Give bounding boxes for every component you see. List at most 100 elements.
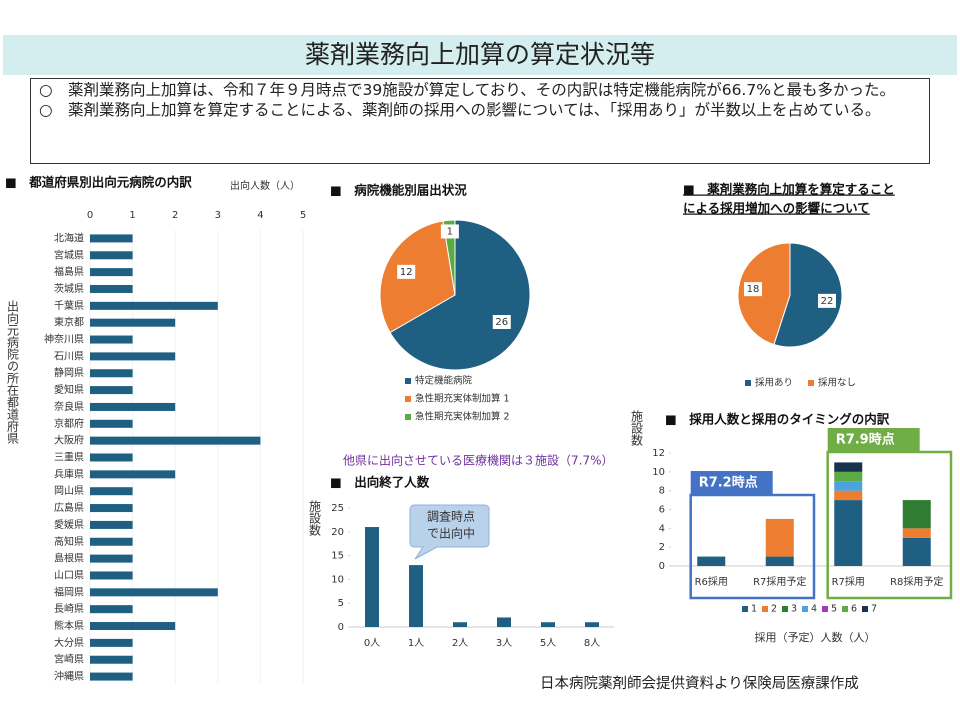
- y-tick-label: 12: [652, 448, 665, 459]
- y-tick-label: 長崎県: [54, 602, 84, 615]
- legend-swatch: [842, 606, 848, 612]
- bar-segment: [902, 500, 931, 529]
- y-tick-label: 茨城県: [54, 283, 84, 295]
- x-axis-label: 採用（予定）人数（人）: [755, 630, 876, 644]
- callout-text: で出向中: [427, 526, 475, 541]
- bar: [90, 487, 133, 496]
- bar: [90, 605, 133, 614]
- bar-segment: [834, 481, 863, 491]
- bar: [365, 527, 379, 627]
- y-axis-label: 施設数: [630, 410, 644, 447]
- bar: [90, 335, 133, 344]
- bar-segment: [697, 556, 726, 566]
- y-tick-label: 6: [659, 505, 665, 516]
- y-tick-label: 宮城県: [54, 248, 84, 261]
- legend-label: 7: [871, 604, 877, 615]
- bar: [90, 504, 133, 513]
- x-tick-label: 5: [300, 210, 306, 221]
- y-tick-label: 4: [659, 523, 665, 534]
- y-axis-label: 施設数: [308, 500, 322, 537]
- legend-label: 急性期充実体制加算 1: [415, 393, 510, 405]
- x-tick-label: 2: [172, 210, 178, 221]
- x-tick-label: R7採用予定: [753, 575, 806, 588]
- legend-swatch: [782, 606, 788, 612]
- label-bg: [397, 264, 416, 279]
- bar: [90, 234, 133, 243]
- legend-swatch: [862, 606, 868, 612]
- x-axis-label: 出向人数（人）: [230, 179, 300, 192]
- bar: [90, 470, 176, 479]
- y-tick-label: 東京都: [54, 316, 84, 329]
- bar-segment: [834, 462, 863, 472]
- y-tick-label: 奈良県: [54, 400, 84, 413]
- y-tick-label: 熊本県: [54, 619, 84, 632]
- legend-swatch: [762, 606, 768, 612]
- y-tick-label: 福島県: [54, 265, 84, 278]
- bar: [409, 565, 423, 627]
- y-tick-label: 大分県: [54, 636, 84, 649]
- x-tick-label: 0人: [364, 638, 380, 649]
- y-tick-label: 石川県: [54, 350, 84, 362]
- bar-segment: [834, 500, 863, 566]
- legend-label: 4: [811, 604, 817, 615]
- bar: [541, 622, 555, 627]
- data-label: 12: [400, 267, 413, 278]
- y-tick-label: 福岡県: [54, 585, 84, 598]
- y-tick-label: 25: [331, 503, 344, 514]
- bar: [90, 638, 133, 647]
- data-label: 1: [447, 226, 453, 237]
- y-tick-label: 15: [331, 551, 344, 562]
- group-label: R7.9時点: [836, 432, 895, 448]
- pie-slice: [389, 219, 531, 371]
- pie-slice: [773, 242, 843, 348]
- bar-segment: [834, 471, 863, 482]
- y-tick-label: 10: [331, 574, 344, 585]
- data-label: 22: [821, 296, 834, 307]
- legend-label: 採用なし: [818, 377, 856, 389]
- legend-label: 急性期充実体制加算 2: [415, 411, 510, 423]
- bar-segment: [834, 490, 863, 501]
- y-tick-label: 広島県: [54, 501, 84, 514]
- bar: [90, 520, 133, 529]
- legend-label: 1: [751, 604, 757, 615]
- pie-slice: [442, 219, 456, 296]
- bar-segment: [902, 528, 931, 538]
- bullet: ○ 薬剤業務向上加算を算定することによる、薬剤師の採用への影響については、「採用…: [39, 100, 881, 119]
- legend-label: 6: [851, 604, 857, 615]
- y-tick-label: 高知県: [54, 535, 84, 548]
- bar-segment: [765, 556, 794, 566]
- y-tick-label: 20: [331, 527, 344, 538]
- bar: [90, 537, 133, 546]
- bar: [90, 672, 133, 681]
- bar: [453, 622, 467, 627]
- annotation: 他県に出向させている医療機関は３施設（7.7%）: [343, 453, 614, 468]
- pie-slice: [379, 220, 456, 334]
- bar: [90, 352, 176, 361]
- y-tick-label: 千葉県: [54, 299, 84, 312]
- chart-title: ■ 採用人数と採用のタイミングの内訳: [665, 412, 890, 427]
- chart-title: ■ 薬剤業務向上加算を算定すること: [683, 182, 895, 197]
- x-tick-label: 3: [215, 210, 221, 221]
- chart-title: による採用増加への影響について: [683, 201, 870, 216]
- data-label: 18: [747, 284, 760, 295]
- y-tick-label: 北海道: [54, 231, 84, 244]
- legend-swatch: [405, 378, 411, 384]
- y-tick-label: 0: [659, 561, 665, 572]
- y-tick-label: 京都府: [54, 418, 84, 430]
- y-tick-label: 愛知県: [54, 383, 84, 396]
- bar: [90, 554, 133, 563]
- x-tick-label: R8採用予定: [890, 575, 943, 588]
- y-tick-label: 島根県: [54, 552, 84, 565]
- bar: [90, 318, 176, 327]
- y-axis-label: 出向元病院の所在都道府県: [6, 300, 20, 444]
- legend-swatch: [405, 414, 411, 420]
- chart-title: ■ 病院機能別届出状況: [330, 183, 467, 198]
- x-tick-label: R6採用: [695, 575, 728, 588]
- legend-swatch: [808, 380, 814, 386]
- legend-label: 2: [771, 604, 777, 615]
- bar: [90, 301, 218, 310]
- bar-segment: [902, 537, 931, 566]
- callout-text: 調査時点: [427, 510, 475, 524]
- data-label: 26: [495, 317, 508, 328]
